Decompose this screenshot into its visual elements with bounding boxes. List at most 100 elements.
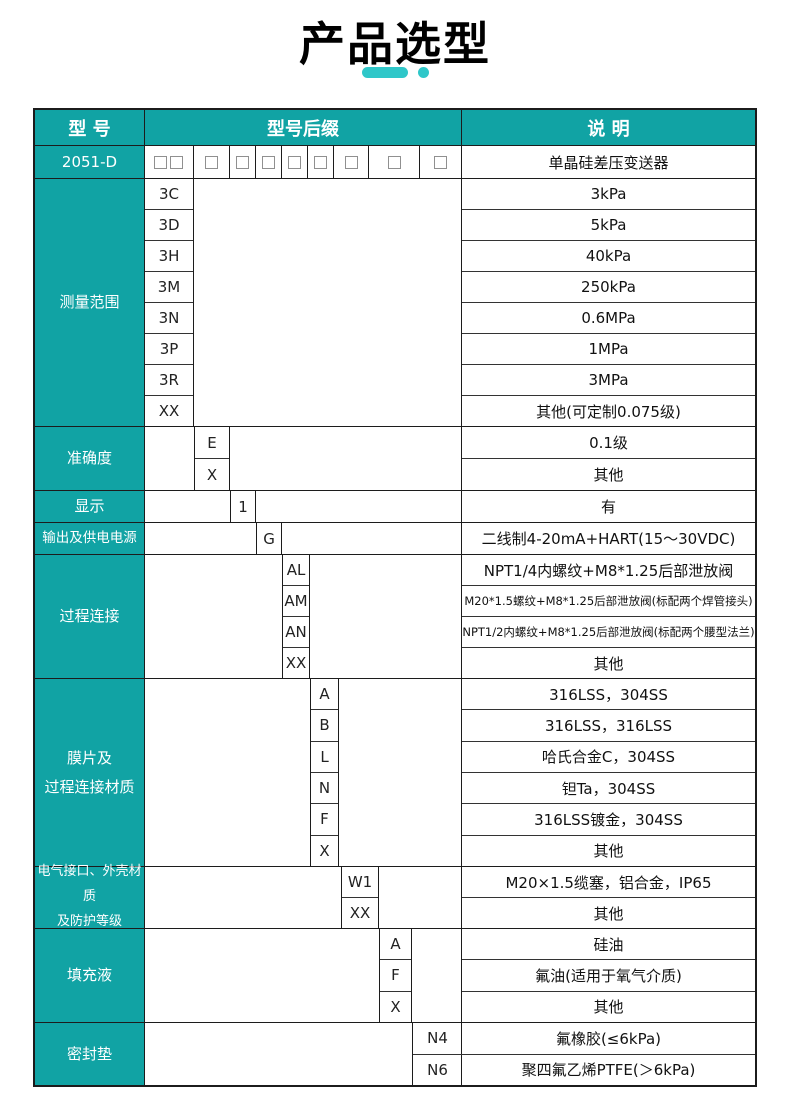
code-cell: XX <box>349 904 371 922</box>
desc-cell: 二线制4-20mA+HART(15～30VDC) <box>481 530 736 548</box>
code-cell: N <box>311 773 338 805</box>
checkbox-cell-diaphragm <box>308 146 335 178</box>
section-label: 测量范围 <box>35 179 145 426</box>
title-underline-pill <box>362 67 408 78</box>
model-row: 2051-D 单晶硅差压变送器 <box>35 145 755 178</box>
desc-cell: 316LSS，316LSS <box>462 710 755 742</box>
title-underline-dot <box>418 67 429 78</box>
code-cell: XX <box>158 402 180 420</box>
code-cell: 3D <box>145 210 193 241</box>
desc-cell: 1MPa <box>462 334 755 365</box>
checkbox-cell-output <box>256 146 282 178</box>
header-suffix: 型号后缀 <box>145 110 462 145</box>
desc-cell: 316LSS，304SS <box>462 679 755 711</box>
code-cell: X <box>390 997 401 1016</box>
desc-cell: 聚四氟乙烯PTFE(＞6kPa) <box>521 1061 696 1080</box>
option-checkbox[interactable] <box>235 155 249 169</box>
desc-cell: 0.6MPa <box>462 303 755 334</box>
section-electrical-housing: 电气接口、外壳材质 及防护等级 W1 XX M20×1.5缆塞，铝合金，IP65… <box>35 864 755 929</box>
section-fill-fluid: 填充液 A F X 硅油 氟油(适用于氧气介质) 其他 <box>35 928 755 1022</box>
desc-cell: 316LSS镀金，304SS <box>462 804 755 836</box>
section-label: 显示 <box>35 491 145 522</box>
code-cell: XX <box>285 654 307 672</box>
section-label: 密封垫 <box>35 1023 145 1085</box>
section-label: 填充液 <box>35 929 145 1022</box>
option-checkbox[interactable] <box>344 155 358 169</box>
desc-cell: 其他(可定制0.075级) <box>536 402 681 421</box>
desc-cell: 40kPa <box>462 241 755 272</box>
model-description: 单晶硅差压变送器 <box>548 153 669 172</box>
section-output-power: 输出及供电电源 G 二线制4-20mA+HART(15～30VDC) <box>35 522 755 554</box>
section-measuring-range: 测量范围 3C 3D 3H 3M 3N 3P 3R XX 3kPa 5kPa 4… <box>35 178 755 426</box>
desc-cell: 其他 <box>593 466 624 484</box>
option-checkbox[interactable] <box>170 155 184 169</box>
option-checkbox[interactable] <box>387 155 401 169</box>
checkbox-cell-accuracy <box>194 146 230 178</box>
desc-cell: 其他 <box>593 654 624 673</box>
option-checkbox[interactable] <box>313 155 327 169</box>
option-checkbox[interactable] <box>154 155 168 169</box>
section-label: 电气接口、外壳材质 及防护等级 <box>35 864 145 929</box>
desc-cell: 其他 <box>593 842 624 861</box>
product-selection-table: 型 号 型号后缀 说 明 2051-D 单晶硅差压变送器 <box>33 108 757 1087</box>
code-cell: 3H <box>145 241 193 272</box>
checkbox-cell-display <box>230 146 256 178</box>
code-cell: 3M <box>145 272 193 303</box>
code-cell: N4 <box>413 1023 462 1055</box>
header-model: 型 号 <box>35 110 145 145</box>
code-cell: F <box>380 960 411 992</box>
code-cell: W1 <box>342 867 378 898</box>
section-process-connection: 过程连接 AL AM AN XX NPT1/4内螺纹+M8*1.25后部泄放阀 … <box>35 554 755 678</box>
desc-cell: NPT1/4内螺纹+M8*1.25后部泄放阀 <box>462 555 755 586</box>
desc-cell: 硅油 <box>462 929 755 961</box>
code-cell: AM <box>283 586 309 617</box>
desc-cell: 钽Ta，304SS <box>462 773 755 805</box>
desc-cell: NPT1/2内螺纹+M8*1.25后部泄放阀(标配两个腰型法兰) <box>462 617 755 648</box>
section-diaphragm-material: 膜片及 过程连接材质 A B L N F X 316LSS，304SS 316L… <box>35 678 755 866</box>
desc-cell: 氟橡胶(≤6kPa) <box>462 1023 755 1055</box>
desc-cell: 其他 <box>593 904 624 923</box>
section-label: 膜片及 过程连接材质 <box>35 679 145 866</box>
code-cell: 3P <box>145 334 193 365</box>
desc-cell: 0.1级 <box>462 427 755 459</box>
option-checkbox[interactable] <box>287 155 301 169</box>
code-cell: E <box>195 427 229 459</box>
code-cell: AN <box>283 617 309 648</box>
desc-cell: 有 <box>600 498 616 516</box>
section-display: 显示 1 有 <box>35 490 755 522</box>
desc-cell: 其他 <box>593 998 624 1017</box>
code-cell: X <box>319 841 330 860</box>
section-accuracy: 准确度 E X 0.1级 其他 <box>35 426 755 490</box>
section-label: 准确度 <box>35 427 145 490</box>
page-title: 产品选型 <box>299 17 491 71</box>
desc-cell: 3kPa <box>462 179 755 210</box>
code-cell: 3N <box>145 303 193 334</box>
desc-cell: 氟油(适用于氧气介质) <box>462 960 755 992</box>
code-cell: AL <box>283 555 309 586</box>
section-label: 输出及供电电源 <box>35 523 145 554</box>
section-label: 过程连接 <box>35 555 145 678</box>
option-checkbox[interactable] <box>261 155 275 169</box>
desc-cell: 哈氏合金C，304SS <box>462 742 755 773</box>
checkbox-cell-fill <box>369 146 421 178</box>
code-cell: A <box>311 679 338 711</box>
table-header-row: 型 号 型号后缀 说 明 <box>35 110 755 145</box>
desc-cell: 5kPa <box>462 210 755 241</box>
option-checkbox[interactable] <box>204 155 218 169</box>
desc-cell: M20*1.5螺纹+M8*1.25后部泄放阀(标配两个焊管接头) <box>462 586 755 617</box>
header-description: 说 明 <box>462 110 755 145</box>
checkbox-cell-seal <box>420 146 461 178</box>
code-cell: G <box>263 529 275 548</box>
suffix-checkbox-strip <box>145 146 462 178</box>
desc-cell: 250kPa <box>462 272 755 303</box>
option-checkbox[interactable] <box>434 155 448 169</box>
code-cell: 3C <box>145 179 193 210</box>
code-cell: F <box>311 804 338 836</box>
code-cell: 3R <box>145 365 193 396</box>
desc-cell: 3MPa <box>462 365 755 396</box>
model-code: 2051-D <box>35 146 145 178</box>
code-cell: A <box>380 929 411 961</box>
checkbox-cell-process <box>282 146 308 178</box>
code-cell: 1 <box>238 497 248 516</box>
